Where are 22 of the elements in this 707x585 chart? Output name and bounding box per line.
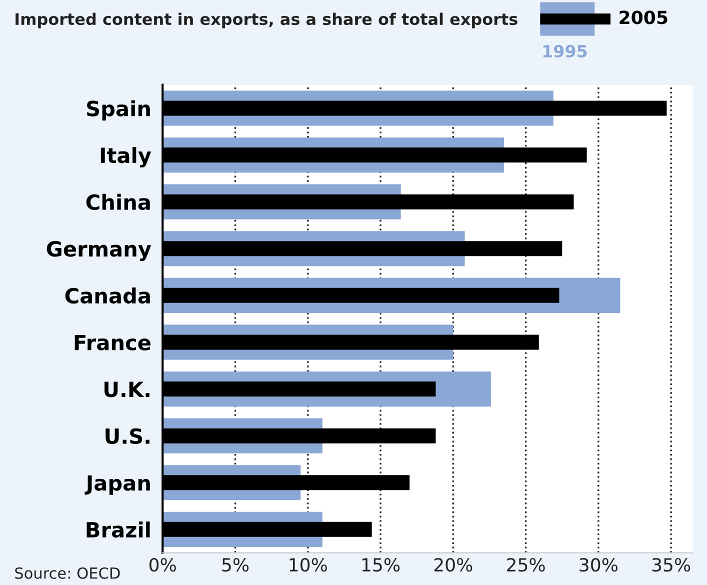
chart-title: Imported content in exports, as a share of total exports [16, 12, 518, 28]
y-tick-label: France [74, 334, 150, 350]
x-tick-label: 15% [362, 558, 400, 572]
x-tick-label: 25% [507, 558, 545, 572]
source-note: Source: OECD [15, 567, 120, 579]
legend-label: 2005 [620, 10, 668, 24]
x-tick-label: 0% [149, 558, 176, 572]
y-tick-label: Germany [46, 240, 152, 261]
x-tick-label: 10% [290, 558, 327, 572]
y-tick-label: Italy [100, 147, 152, 168]
y-tick-label: Canada [65, 288, 150, 304]
y-tick-label: Japan [84, 475, 150, 495]
y-tick-label: U.K. [104, 382, 150, 398]
y-tick-label: China [86, 194, 150, 210]
y-tick-label: U.S. [106, 428, 150, 444]
y-tick-label: Spain [87, 100, 150, 120]
x-tick-label: 5% [222, 558, 249, 572]
x-tick-label: 20% [434, 558, 472, 572]
x-tick-label: 30% [580, 558, 618, 572]
x-tick-label: 35% [652, 558, 690, 572]
y-tick-label: Brazil [86, 522, 150, 538]
series-label: 1995 [543, 44, 587, 58]
